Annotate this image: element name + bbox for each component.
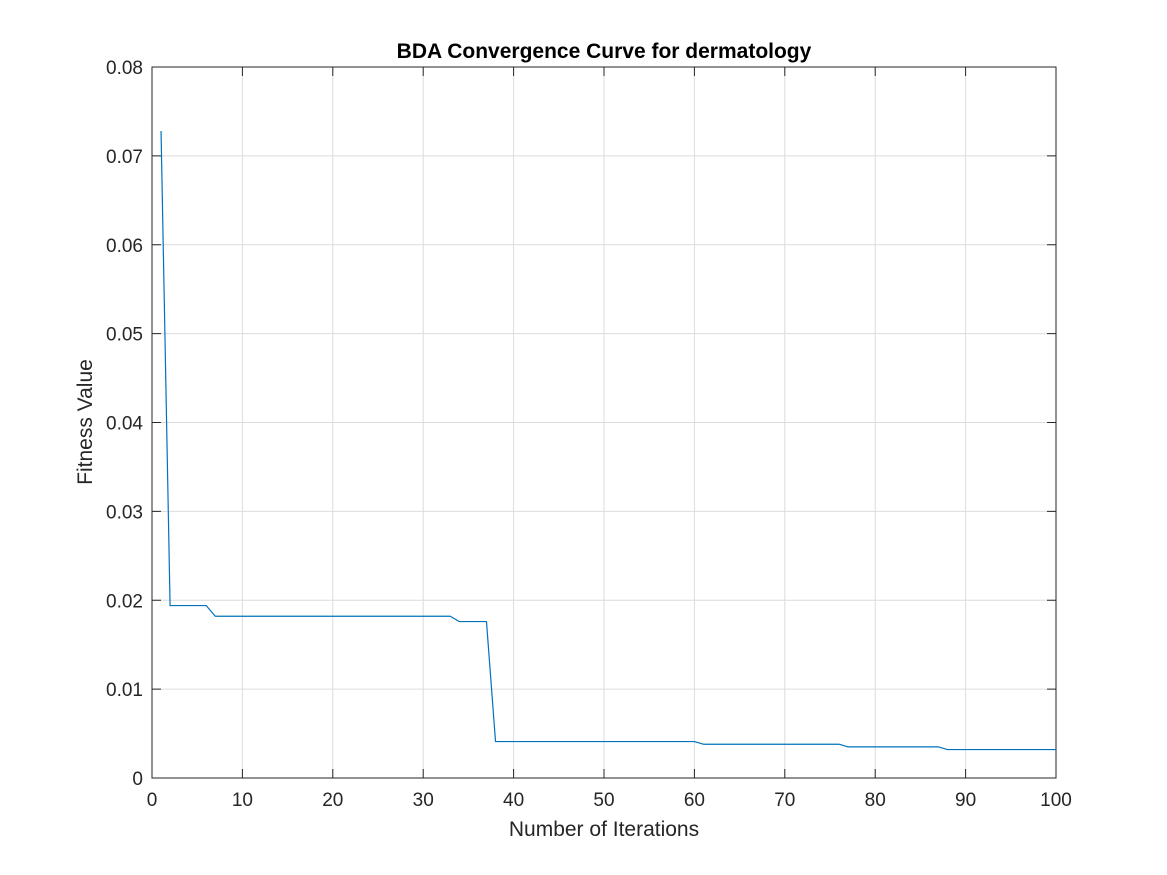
- y-tick-labels: 0 0.01 0.02 0.03 0.04 0.05 0.06 0.07 0.08: [106, 58, 143, 790]
- x-tick-label: 90: [955, 790, 976, 811]
- x-tick-label: 30: [413, 790, 434, 811]
- x-tick-label: 100: [1040, 790, 1072, 811]
- tick-marks: [151, 66, 1057, 779]
- y-tick-label: 0.05: [106, 325, 143, 346]
- y-tick-label: 0.06: [106, 236, 143, 257]
- x-tick-label: 10: [232, 790, 253, 811]
- chart-title: BDA Convergence Curve for dermatology: [397, 40, 812, 63]
- y-tick-label: 0: [132, 769, 143, 790]
- x-tick-label: 70: [774, 790, 795, 811]
- y-tick-label: 0.01: [106, 680, 143, 701]
- y-axis-title: Fitness Value: [74, 359, 97, 485]
- x-tick-labels: 0 10 20 30 40 50 60 70 80 90 100: [147, 790, 1072, 811]
- x-tick-label: 40: [503, 790, 524, 811]
- y-tick-label: 0.08: [106, 58, 143, 79]
- y-tick-label: 0.07: [106, 147, 143, 168]
- x-tick-label: 80: [865, 790, 886, 811]
- y-tick-label: 0.03: [106, 502, 143, 523]
- x-tick-label: 50: [593, 790, 614, 811]
- x-tick-label: 0: [147, 790, 158, 811]
- grid-lines: [152, 67, 1056, 778]
- y-tick-label: 0.02: [106, 591, 143, 612]
- series-line: [160, 130, 1056, 751]
- x-tick-label: 60: [684, 790, 705, 811]
- series-layer: [160, 130, 1056, 751]
- y-tick-label: 0.04: [106, 414, 143, 435]
- x-axis-title: Number of Iterations: [509, 818, 699, 841]
- x-tick-label: 20: [322, 790, 343, 811]
